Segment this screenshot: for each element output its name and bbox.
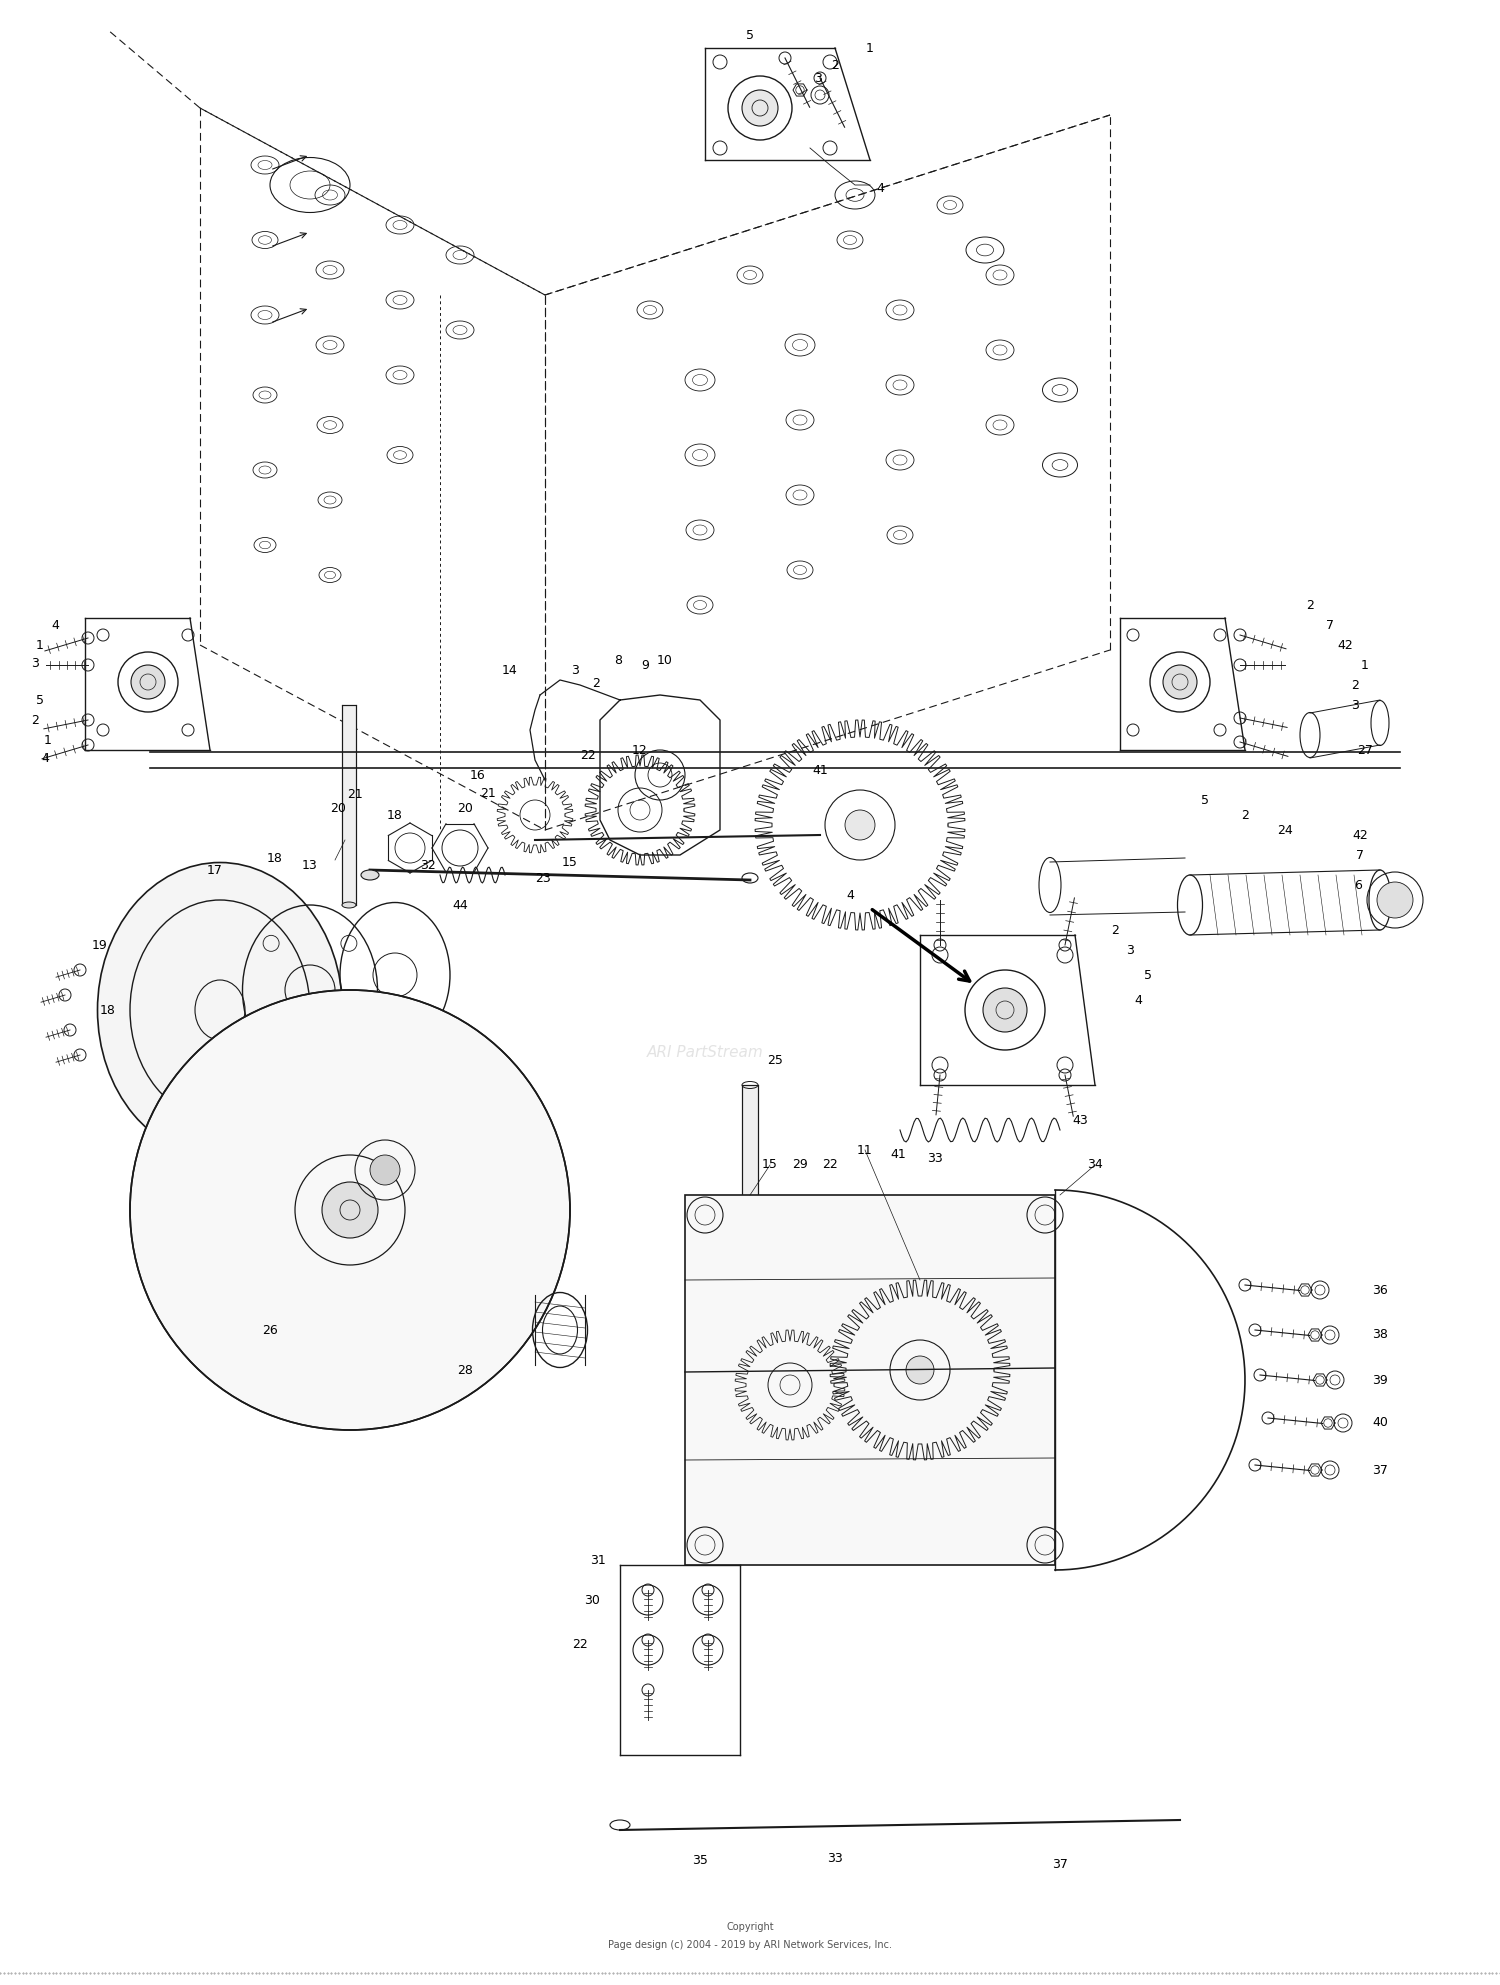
Text: 11: 11 bbox=[856, 1143, 873, 1157]
Text: 8: 8 bbox=[614, 653, 622, 667]
Text: 18: 18 bbox=[387, 808, 404, 822]
Text: 16: 16 bbox=[470, 768, 486, 782]
Text: 33: 33 bbox=[927, 1151, 944, 1165]
Text: 30: 30 bbox=[584, 1594, 600, 1606]
Text: 36: 36 bbox=[1372, 1284, 1388, 1296]
Circle shape bbox=[130, 665, 165, 699]
Bar bbox=[686, 1195, 1054, 1564]
Circle shape bbox=[370, 1155, 400, 1185]
Ellipse shape bbox=[98, 863, 342, 1157]
Text: 6: 6 bbox=[1354, 879, 1362, 891]
Text: 34: 34 bbox=[1088, 1159, 1102, 1171]
Text: 3: 3 bbox=[1126, 943, 1134, 957]
Circle shape bbox=[322, 1181, 378, 1239]
Text: 29: 29 bbox=[792, 1159, 808, 1171]
Text: 18: 18 bbox=[100, 1004, 116, 1016]
Bar bbox=[742, 1086, 758, 1310]
Text: 5: 5 bbox=[1202, 794, 1209, 806]
Text: 21: 21 bbox=[480, 786, 496, 800]
Text: 19: 19 bbox=[92, 939, 108, 951]
Text: 40: 40 bbox=[1372, 1417, 1388, 1429]
Text: 41: 41 bbox=[812, 764, 828, 776]
Text: 32: 32 bbox=[420, 858, 436, 871]
Text: 4: 4 bbox=[846, 889, 853, 901]
Circle shape bbox=[982, 989, 1028, 1032]
Text: 5: 5 bbox=[746, 28, 754, 42]
Text: 22: 22 bbox=[572, 1638, 588, 1652]
Text: 5: 5 bbox=[1144, 969, 1152, 981]
Text: 1: 1 bbox=[44, 734, 52, 746]
Text: 20: 20 bbox=[458, 802, 472, 814]
Text: 42: 42 bbox=[1352, 828, 1368, 842]
Text: 41: 41 bbox=[890, 1149, 906, 1161]
Text: 43: 43 bbox=[1072, 1114, 1088, 1127]
Text: 24: 24 bbox=[1276, 824, 1293, 836]
Text: 2: 2 bbox=[1352, 679, 1359, 691]
Text: 3: 3 bbox=[572, 663, 579, 677]
Text: 4: 4 bbox=[51, 619, 58, 631]
Text: 14: 14 bbox=[503, 663, 518, 677]
Text: 3: 3 bbox=[1352, 699, 1359, 711]
Text: 7: 7 bbox=[1356, 848, 1364, 861]
Text: 9: 9 bbox=[640, 659, 650, 671]
Circle shape bbox=[844, 810, 874, 840]
Text: 21: 21 bbox=[346, 788, 363, 800]
Text: 4: 4 bbox=[1134, 994, 1142, 1006]
Circle shape bbox=[1162, 665, 1197, 699]
Text: 2: 2 bbox=[32, 713, 39, 727]
Text: ARI PartStream: ARI PartStream bbox=[646, 1044, 764, 1060]
Text: Page design (c) 2004 - 2019 by ARI Network Services, Inc.: Page design (c) 2004 - 2019 by ARI Netwo… bbox=[608, 1939, 892, 1949]
Text: 20: 20 bbox=[330, 802, 346, 814]
Text: 15: 15 bbox=[762, 1159, 778, 1171]
Text: 13: 13 bbox=[302, 858, 318, 871]
Ellipse shape bbox=[362, 869, 380, 879]
Ellipse shape bbox=[742, 1306, 758, 1314]
Text: 3: 3 bbox=[32, 657, 39, 669]
Text: 1: 1 bbox=[865, 42, 874, 54]
Circle shape bbox=[1377, 881, 1413, 917]
Circle shape bbox=[130, 991, 570, 1429]
Text: 17: 17 bbox=[207, 863, 224, 877]
Text: 2: 2 bbox=[1112, 923, 1119, 937]
Text: 2: 2 bbox=[831, 58, 839, 71]
Text: 23: 23 bbox=[536, 871, 550, 885]
Text: 2: 2 bbox=[1306, 599, 1314, 611]
Bar bbox=[342, 705, 355, 905]
Text: 37: 37 bbox=[1372, 1463, 1388, 1477]
Text: 44: 44 bbox=[452, 899, 468, 911]
Text: 7: 7 bbox=[1326, 619, 1334, 631]
Text: 10: 10 bbox=[657, 653, 674, 667]
Text: 37: 37 bbox=[1052, 1858, 1068, 1872]
Text: 25: 25 bbox=[766, 1054, 783, 1066]
Text: Copyright: Copyright bbox=[726, 1921, 774, 1931]
Circle shape bbox=[742, 89, 778, 125]
Ellipse shape bbox=[342, 901, 355, 907]
Text: 4: 4 bbox=[40, 752, 50, 764]
Text: 39: 39 bbox=[1372, 1374, 1388, 1386]
Text: 28: 28 bbox=[458, 1364, 472, 1376]
Text: 1: 1 bbox=[1360, 659, 1370, 671]
Text: 31: 31 bbox=[590, 1554, 606, 1566]
Text: 18: 18 bbox=[267, 852, 284, 865]
Text: 12: 12 bbox=[632, 744, 648, 756]
Text: 4: 4 bbox=[876, 181, 884, 195]
Text: 42: 42 bbox=[1336, 639, 1353, 651]
Text: 22: 22 bbox=[822, 1159, 839, 1171]
Text: 27: 27 bbox=[1358, 744, 1372, 756]
Text: 5: 5 bbox=[36, 693, 44, 707]
Text: 33: 33 bbox=[827, 1852, 843, 1864]
Circle shape bbox=[906, 1356, 934, 1384]
Text: 26: 26 bbox=[262, 1324, 278, 1336]
Text: 3: 3 bbox=[815, 71, 822, 85]
Text: 15: 15 bbox=[562, 856, 578, 869]
Text: 22: 22 bbox=[580, 748, 596, 762]
Text: 38: 38 bbox=[1372, 1328, 1388, 1342]
Text: 1: 1 bbox=[36, 639, 44, 651]
Text: 2: 2 bbox=[1240, 808, 1250, 822]
Text: 2: 2 bbox=[592, 677, 600, 689]
Text: 35: 35 bbox=[692, 1854, 708, 1866]
